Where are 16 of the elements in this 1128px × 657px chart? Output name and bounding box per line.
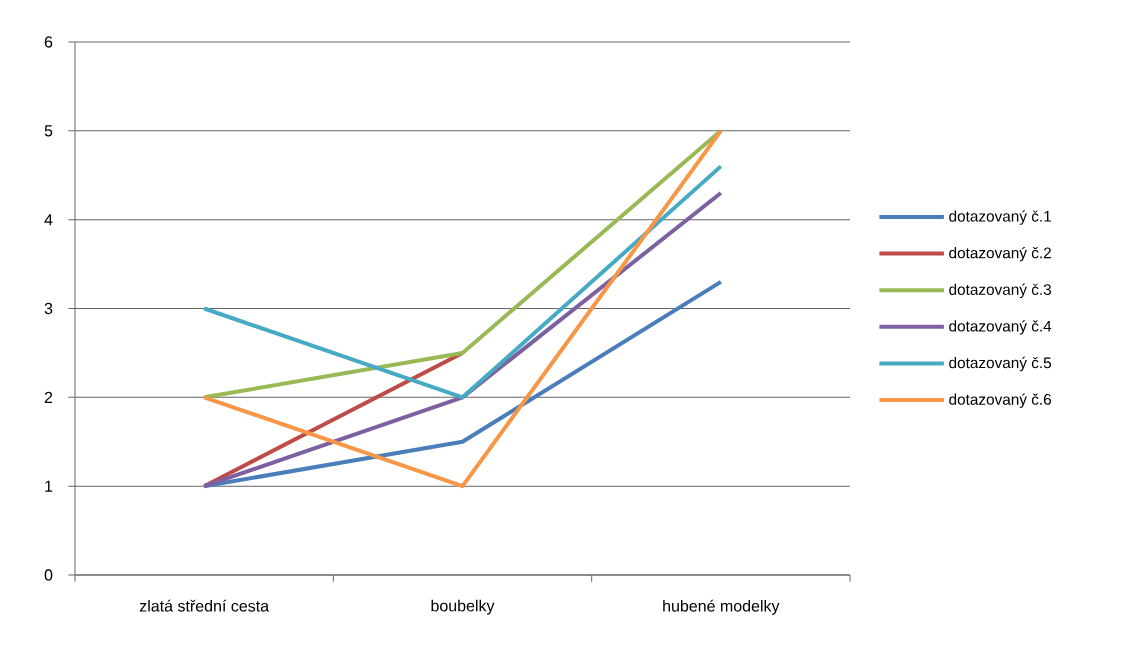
y-tick-label: 0	[44, 569, 53, 581]
x-tick-label: hubené modelky	[663, 599, 780, 615]
y-tick-label: 5	[44, 125, 53, 137]
legend-label: dotazovaný č.1	[949, 210, 1051, 225]
legend-label: dotazovaný č.3	[949, 283, 1051, 299]
y-tick-label: 2	[44, 391, 53, 403]
x-tick-label: boubelky	[431, 599, 495, 615]
legend-label: dotazovaný č.5	[949, 356, 1052, 372]
legend-label: dotazovaný č.2	[949, 246, 1051, 262]
y-tick-label: 3	[44, 302, 53, 315]
y-tick-label: 4	[44, 214, 53, 226]
legend-label: dotazovaný č.6	[949, 393, 1051, 408]
legend-label: dotazovaný č.4	[949, 320, 1052, 335]
y-tick-label: 6	[44, 36, 53, 48]
y-tick-label: 1	[45, 480, 53, 492]
x-tick-label: zlatá střední cesta	[139, 599, 270, 612]
